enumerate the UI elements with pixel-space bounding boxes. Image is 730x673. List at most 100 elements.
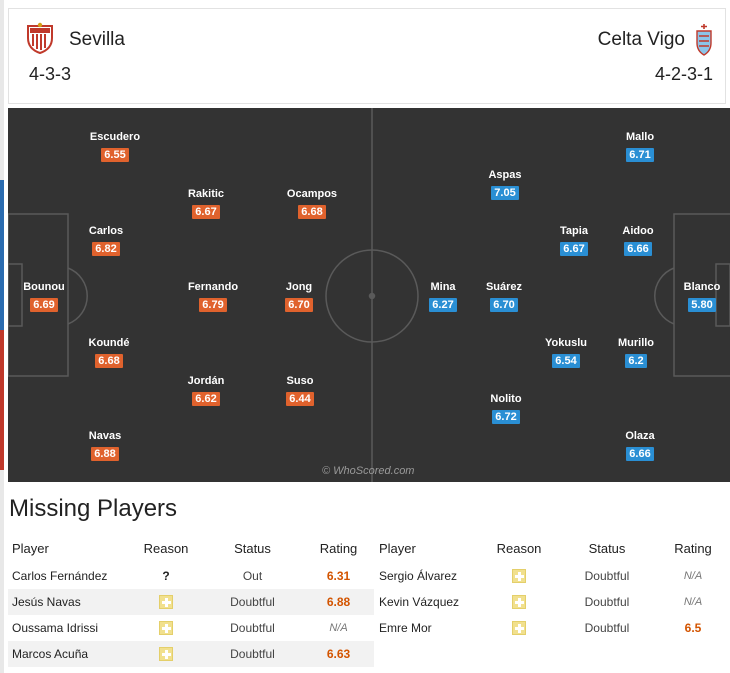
away-player[interactable]: Blanco 5.80	[657, 280, 730, 313]
player-name: Escudero	[89, 131, 141, 143]
status: Out	[242, 569, 263, 583]
home-player[interactable]: Escudero 6.55	[70, 130, 160, 163]
table-row: Marcos Acuña Doubtful 6.63	[8, 641, 374, 667]
player-name: Blanco	[683, 281, 721, 293]
away-player[interactable]: Suárez 6.70	[459, 280, 549, 313]
away-player[interactable]: Mallo 6.71	[595, 130, 685, 163]
injury-icon	[159, 621, 173, 636]
table-row: Kevin Vázquez Doubtful N/A	[375, 589, 727, 615]
player-rating: 5.80	[688, 298, 716, 312]
player-name: Aspas	[488, 169, 522, 181]
away-player[interactable]: Murillo 6.2	[591, 336, 681, 369]
home-player[interactable]: Fernando 6.79	[168, 280, 258, 313]
whoscored-watermark: © WhoScored.com	[322, 465, 415, 477]
away-player[interactable]: Yokuslu 6.54	[521, 336, 611, 369]
player-rating: 6.71	[626, 148, 654, 162]
column-header-status: Status	[234, 540, 271, 556]
home-player[interactable]: Navas 6.88	[60, 429, 150, 462]
player-rating: 6.88	[91, 447, 119, 461]
status: Doubtful	[230, 621, 275, 635]
celta-crest-icon	[696, 24, 712, 56]
away-player[interactable]: Aidoo 6.66	[593, 224, 683, 257]
home-player[interactable]: Suso 6.44	[255, 374, 345, 407]
away-player[interactable]: Tapia 6.67	[529, 224, 619, 257]
player-rating: 6.72	[492, 410, 520, 424]
status: Doubtful	[202, 589, 299, 615]
player-name: Carlos	[88, 225, 124, 237]
rating: N/A	[683, 570, 703, 582]
away-player[interactable]: Mina 6.27	[398, 280, 488, 313]
player-name: Nolito	[490, 393, 522, 405]
away-player[interactable]: Olaza 6.66	[595, 429, 685, 462]
player-name: Koundé	[88, 337, 130, 349]
home-team-name[interactable]: Sevilla	[69, 29, 125, 50]
column-header-player: Player	[12, 540, 49, 556]
player-name[interactable]: Jesús Navas	[8, 589, 126, 615]
home-player[interactable]: Rakitic 6.67	[161, 187, 251, 220]
player-rating: 6.66	[624, 242, 652, 256]
injury-icon	[512, 595, 526, 610]
column-header-player: Player	[379, 540, 416, 556]
player-name[interactable]: Sergio Álvarez	[379, 569, 458, 583]
team-header: Sevilla 4-3-3 Celta Vigo 4-2-3-1	[8, 8, 726, 104]
status: Doubtful	[584, 595, 630, 609]
away-formation: 4-2-3-1	[654, 64, 713, 84]
player-rating: 6.44	[286, 392, 314, 406]
player-rating: 6.79	[199, 298, 227, 312]
column-header-reason: Reason	[496, 540, 542, 556]
player-name: Suso	[286, 375, 314, 387]
player-rating: 6.27	[429, 298, 457, 312]
player-name: Murillo	[617, 337, 655, 349]
home-player[interactable]: Bounou 6.69	[8, 280, 89, 313]
player-name: Bounou	[23, 281, 65, 293]
player-name[interactable]: Marcos Acuña	[8, 641, 126, 667]
pitch-markings	[8, 108, 730, 482]
home-player[interactable]: Carlos 6.82	[61, 224, 151, 257]
player-name: Jordán	[187, 375, 225, 387]
player-name[interactable]: Kevin Vázquez	[379, 595, 460, 609]
home-player[interactable]: Jordán 6.62	[161, 374, 251, 407]
away-team-name[interactable]: Celta Vigo	[597, 29, 685, 50]
table-row: Carlos Fernández ? Out 6.31	[8, 563, 374, 589]
home-player[interactable]: Ocampos 6.68	[267, 187, 357, 220]
column-header-rating: Rating	[319, 540, 358, 556]
sevilla-crest-icon	[27, 22, 53, 54]
player-rating: 6.70	[285, 298, 313, 312]
player-name[interactable]: Carlos Fernández	[12, 569, 108, 583]
player-rating: 6.67	[192, 205, 220, 219]
player-name: Tapia	[560, 225, 588, 237]
home-missing-table: Player Reason Status Rating Carlos Ferná…	[8, 533, 374, 667]
player-name: Suárez	[485, 281, 523, 293]
status: Doubtful	[202, 641, 299, 667]
home-player[interactable]: Koundé 6.68	[64, 336, 154, 369]
player-name: Mina	[430, 281, 456, 293]
missing-players-title: Missing Players	[9, 495, 178, 522]
status: Doubtful	[584, 621, 630, 635]
table-row: Oussama Idrissi Doubtful N/A	[8, 615, 374, 641]
player-rating: 6.62	[192, 392, 220, 406]
player-name[interactable]: Emre Mor	[379, 621, 432, 635]
injury-icon	[512, 569, 526, 584]
player-name: Mallo	[625, 131, 655, 143]
player-name: Rakitic	[187, 188, 225, 200]
status: Doubtful	[584, 569, 630, 583]
page-edge-strip	[0, 0, 4, 673]
column-header-reason: Reason	[143, 540, 189, 556]
pitch: Escudero 6.55 Rakitic 6.67 Ocampos 6.68 …	[8, 108, 730, 482]
player-name: Navas	[88, 430, 122, 442]
injury-icon	[512, 621, 526, 636]
player-name[interactable]: Oussama Idrissi	[12, 621, 99, 635]
rating: 6.5	[684, 621, 702, 635]
player-rating: 6.82	[92, 242, 120, 256]
rating: 6.88	[299, 589, 374, 615]
player-name: Ocampos	[286, 188, 338, 200]
player-rating: 6.2	[625, 354, 647, 368]
column-header-rating: Rating	[674, 540, 712, 556]
player-rating: 6.68	[95, 354, 123, 368]
away-player[interactable]: Nolito 6.72	[461, 392, 551, 425]
unknown-reason-icon: ?	[162, 569, 170, 583]
home-player[interactable]: Jong 6.70	[254, 280, 344, 313]
player-rating: 6.66	[626, 447, 654, 461]
away-player[interactable]: Aspas 7.05	[460, 168, 550, 201]
